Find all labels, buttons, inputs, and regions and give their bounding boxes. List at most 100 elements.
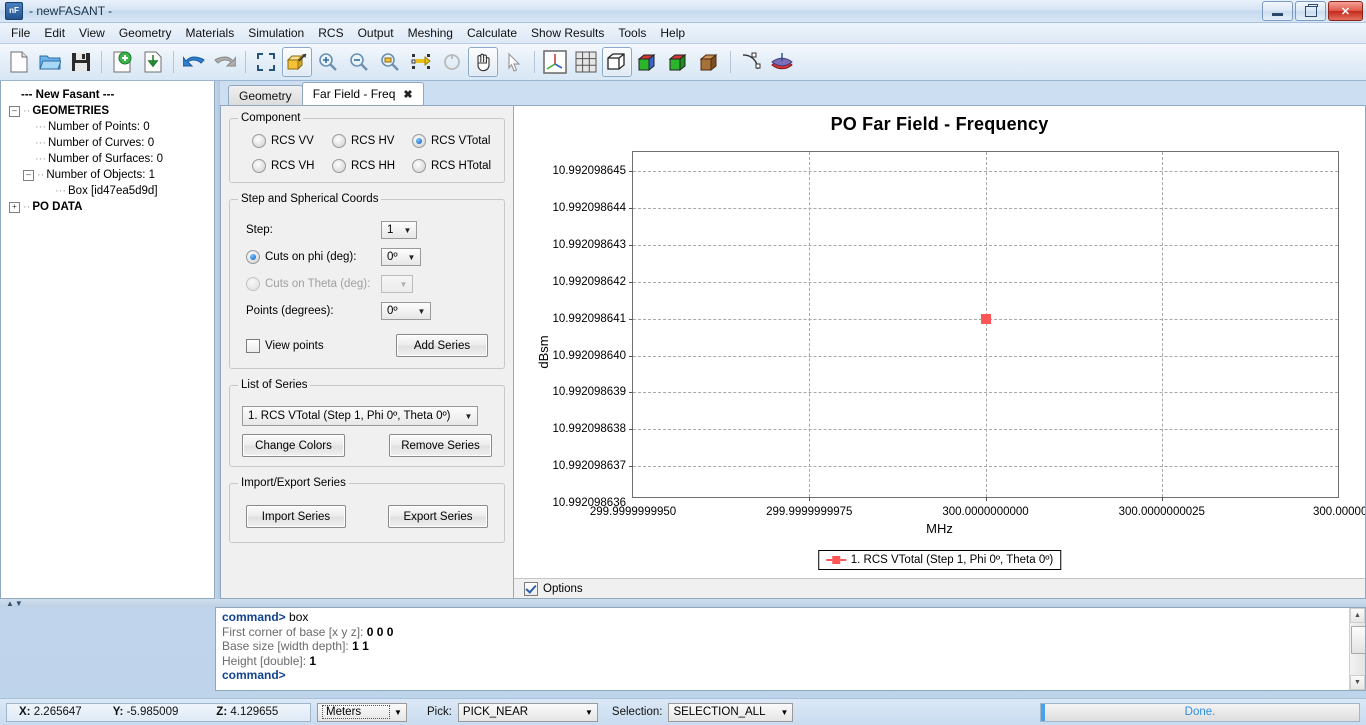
tab-geometry[interactable]: Geometry — [228, 85, 303, 105]
radio-label: RCS VTotal — [431, 135, 491, 147]
checkbox-view-points[interactable]: View points — [246, 338, 396, 353]
pick-dropdown[interactable]: PICK_NEAR ▼ — [457, 702, 598, 722]
add-page-icon[interactable] — [107, 47, 137, 77]
menu-item-output[interactable]: Output — [357, 26, 394, 40]
minimize-button[interactable] — [1262, 1, 1293, 21]
radio-rcs-hv[interactable]: RCS HV — [332, 134, 412, 148]
expand-toggle-icon[interactable]: + — [9, 201, 20, 213]
gridline-horizontal — [633, 466, 1338, 468]
menu-item-show-results[interactable]: Show Results — [531, 26, 605, 40]
zoom-out-icon[interactable] — [344, 47, 374, 77]
radio-indicator-icon — [246, 277, 260, 291]
export-series-button[interactable]: Export Series — [388, 505, 488, 528]
tree-item-label: Box [id47ea5d9d] — [68, 185, 158, 197]
tree-item-points[interactable]: ··· Number of Points: 0 — [35, 121, 150, 133]
fit-screen-icon[interactable] — [251, 47, 281, 77]
shaded-cube-blue-icon[interactable] — [633, 47, 663, 77]
grid-icon[interactable] — [571, 47, 601, 77]
minimize-icon — [1272, 12, 1283, 16]
change-colors-button[interactable]: Change Colors — [242, 434, 345, 457]
menu-item-edit[interactable]: Edit — [44, 26, 66, 40]
import-down-icon[interactable] — [138, 47, 168, 77]
surface-icon[interactable] — [767, 47, 797, 77]
splitter-arrows-icon[interactable]: ▲▼ — [6, 599, 24, 608]
tree-item-surfaces[interactable]: ··· Number of Surfaces: 0 — [35, 153, 164, 165]
zoom-region-icon[interactable] — [375, 47, 405, 77]
horizontal-splitter[interactable]: ▲▼ — [0, 599, 1366, 608]
menu-item-tools[interactable]: Tools — [618, 26, 647, 40]
menu-item-calculate[interactable]: Calculate — [466, 26, 517, 40]
toolbar-separator — [173, 51, 174, 73]
tree-item-box[interactable]: ··· Box [id47ea5d9d] — [55, 185, 158, 197]
curve-measure-icon[interactable] — [736, 47, 766, 77]
menu-item-meshing[interactable]: Meshing — [407, 26, 453, 40]
radio-rcs-vv[interactable]: RCS VV — [252, 134, 332, 148]
radio-cuts-on-phi[interactable]: Cuts on phi (deg): — [246, 250, 381, 264]
shaded-cube-green-icon[interactable] — [664, 47, 694, 77]
wireframe-cube-icon[interactable] — [602, 47, 632, 77]
series-dropdown[interactable]: 1. RCS VTotal (Step 1, Phi 0º, Theta 0º)… — [242, 406, 478, 426]
axes-icon[interactable] — [540, 47, 570, 77]
scrollbar-thumb[interactable] — [1351, 626, 1365, 654]
scroll-up-icon[interactable]: ▲ — [1350, 608, 1365, 623]
cuts-theta-dropdown[interactable]: ▼ — [381, 275, 413, 293]
tab-far-field-freq[interactable]: Far Field - Freq ✖ — [301, 82, 424, 105]
cuts-phi-dropdown[interactable]: 0º ▼ — [381, 248, 421, 266]
maximize-button[interactable] — [1295, 1, 1326, 21]
vertical-splitter[interactable] — [215, 81, 220, 599]
rotate-icon[interactable] — [437, 47, 467, 77]
import-series-button[interactable]: Import Series — [246, 505, 346, 528]
scroll-down-icon[interactable]: ▼ — [1350, 675, 1365, 690]
menu-item-materials[interactable]: Materials — [185, 26, 235, 40]
points-dropdown[interactable]: 0º ▼ — [381, 302, 431, 320]
tree-geometries-label: GEOMETRIES — [32, 105, 110, 117]
radio-indicator-icon — [412, 159, 426, 173]
menu-item-view[interactable]: View — [79, 26, 105, 40]
new-file-icon[interactable] — [4, 47, 34, 77]
close-tab-icon[interactable]: ✖ — [403, 88, 413, 101]
units-dropdown[interactable]: Meters ▼ — [317, 702, 407, 722]
tree-root[interactable]: --- New Fasant --- — [9, 87, 210, 103]
select-arrow-icon[interactable] — [499, 47, 529, 77]
redo-arrow-icon[interactable] — [210, 47, 240, 77]
checkbox-options[interactable]: Options — [524, 581, 583, 596]
open-folder-icon[interactable] — [35, 47, 65, 77]
collapse-toggle-icon[interactable]: – — [9, 105, 20, 117]
save-disk-icon[interactable] — [66, 47, 96, 77]
zoom-window-icon[interactable] — [282, 47, 312, 77]
remove-series-button[interactable]: Remove Series — [389, 434, 492, 457]
x-tick-label: 299.9999999950 — [589, 506, 677, 518]
zoom-in-icon[interactable] — [313, 47, 343, 77]
add-series-button[interactable]: Add Series — [396, 334, 488, 357]
collapse-toggle-icon[interactable]: – — [23, 169, 34, 181]
menu-item-rcs[interactable]: RCS — [318, 26, 344, 40]
view-points-label: View points — [265, 339, 324, 352]
tree-node-po-data[interactable]: + ·· PO DATA — [9, 199, 210, 215]
selection-dropdown[interactable]: SELECTION_ALL ▼ — [668, 702, 794, 722]
chart-legend[interactable]: 1. RCS VTotal (Step 1, Phi 0º, Theta 0º) — [817, 550, 1062, 570]
align-icon[interactable] — [406, 47, 436, 77]
radio-rcs-hh[interactable]: RCS HH — [332, 159, 412, 173]
menu-item-geometry[interactable]: Geometry — [118, 26, 172, 40]
console-scrollbar[interactable]: ▲ ▼ — [1349, 608, 1365, 690]
close-button[interactable]: ✕ — [1328, 1, 1363, 21]
command-console[interactable]: command> box First corner of base [x y z… — [215, 607, 1366, 691]
tree-item-objects[interactable]: – ·· Number of Objects: 1 — [9, 167, 210, 183]
pan-hand-icon[interactable] — [468, 47, 498, 77]
data-point-marker[interactable] — [980, 313, 991, 324]
tree-node-geometries[interactable]: – ·· GEOMETRIES — [9, 103, 210, 119]
tree-item-curves[interactable]: ··· Number of Curves: 0 — [35, 137, 155, 149]
menu-item-file[interactable]: File — [11, 26, 31, 40]
menu-bar: File Edit View Geometry Materials Simula… — [0, 23, 1366, 44]
menu-item-simulation[interactable]: Simulation — [248, 26, 305, 40]
solid-cube-icon[interactable] — [695, 47, 725, 77]
radio-cuts-on-theta[interactable]: Cuts on Theta (deg): — [246, 277, 381, 291]
radio-rcs-vtotal[interactable]: RCS VTotal — [412, 134, 496, 148]
menu-item-help[interactable]: Help — [660, 26, 686, 40]
step-dropdown[interactable]: 1 ▼ — [381, 221, 417, 239]
radio-rcs-vh[interactable]: RCS VH — [252, 159, 332, 173]
x-tick-mark — [809, 497, 811, 501]
radio-rcs-htotal[interactable]: RCS HTotal — [412, 159, 496, 173]
undo-arrow-icon[interactable] — [179, 47, 209, 77]
plot-canvas[interactable]: 10.992098645 10.992098644 10.992098643 1… — [552, 151, 1365, 518]
